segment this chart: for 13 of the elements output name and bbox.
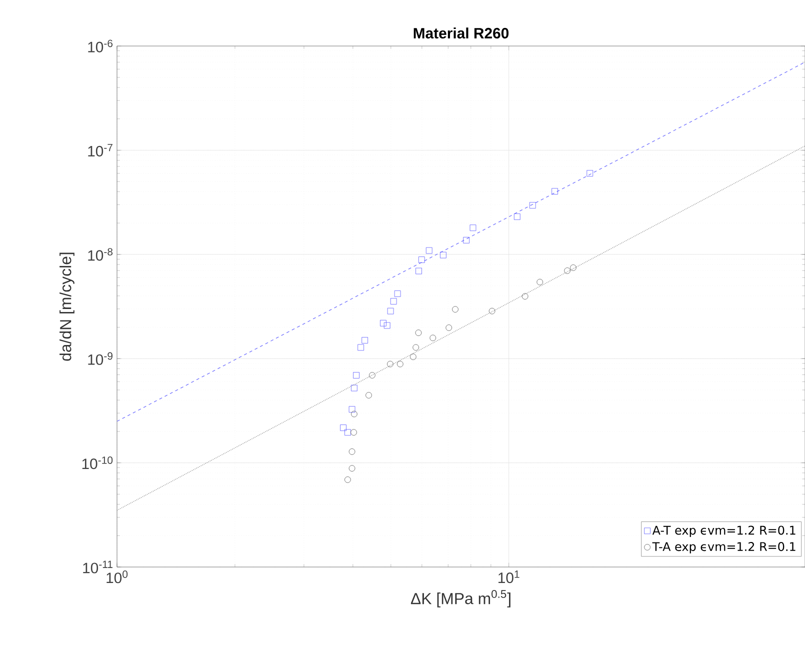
y-tick-label: 10$^{-8}$: [88, 248, 113, 261]
y-tick-label: 10$^{-10}$: [82, 456, 113, 470]
y-tick-label: 10$^{-9}$: [88, 352, 112, 365]
x-tick-label: 10$^{0}$: [106, 570, 128, 584]
legend-label: A-T exp ϵvm=1.2 R=0.1: [652, 526, 796, 538]
y-tick-label: 10$^{-7}$: [88, 144, 112, 156]
y-axis-title: da/dN [m/cycle]: [60, 252, 74, 361]
x-axis-title: ΔK [MPa m$^{0.5}$]: [410, 590, 510, 608]
y-tick-label: 10$^{-6}$: [88, 40, 113, 52]
legend-label: T-A exp ϵvm=1.2 R=0.1: [652, 542, 796, 554]
x-tick-label: 10$^{1}$: [498, 570, 520, 584]
y-tick-label: 10$^{-11}$: [83, 560, 112, 574]
chart-title: Material R260: [414, 28, 509, 39]
